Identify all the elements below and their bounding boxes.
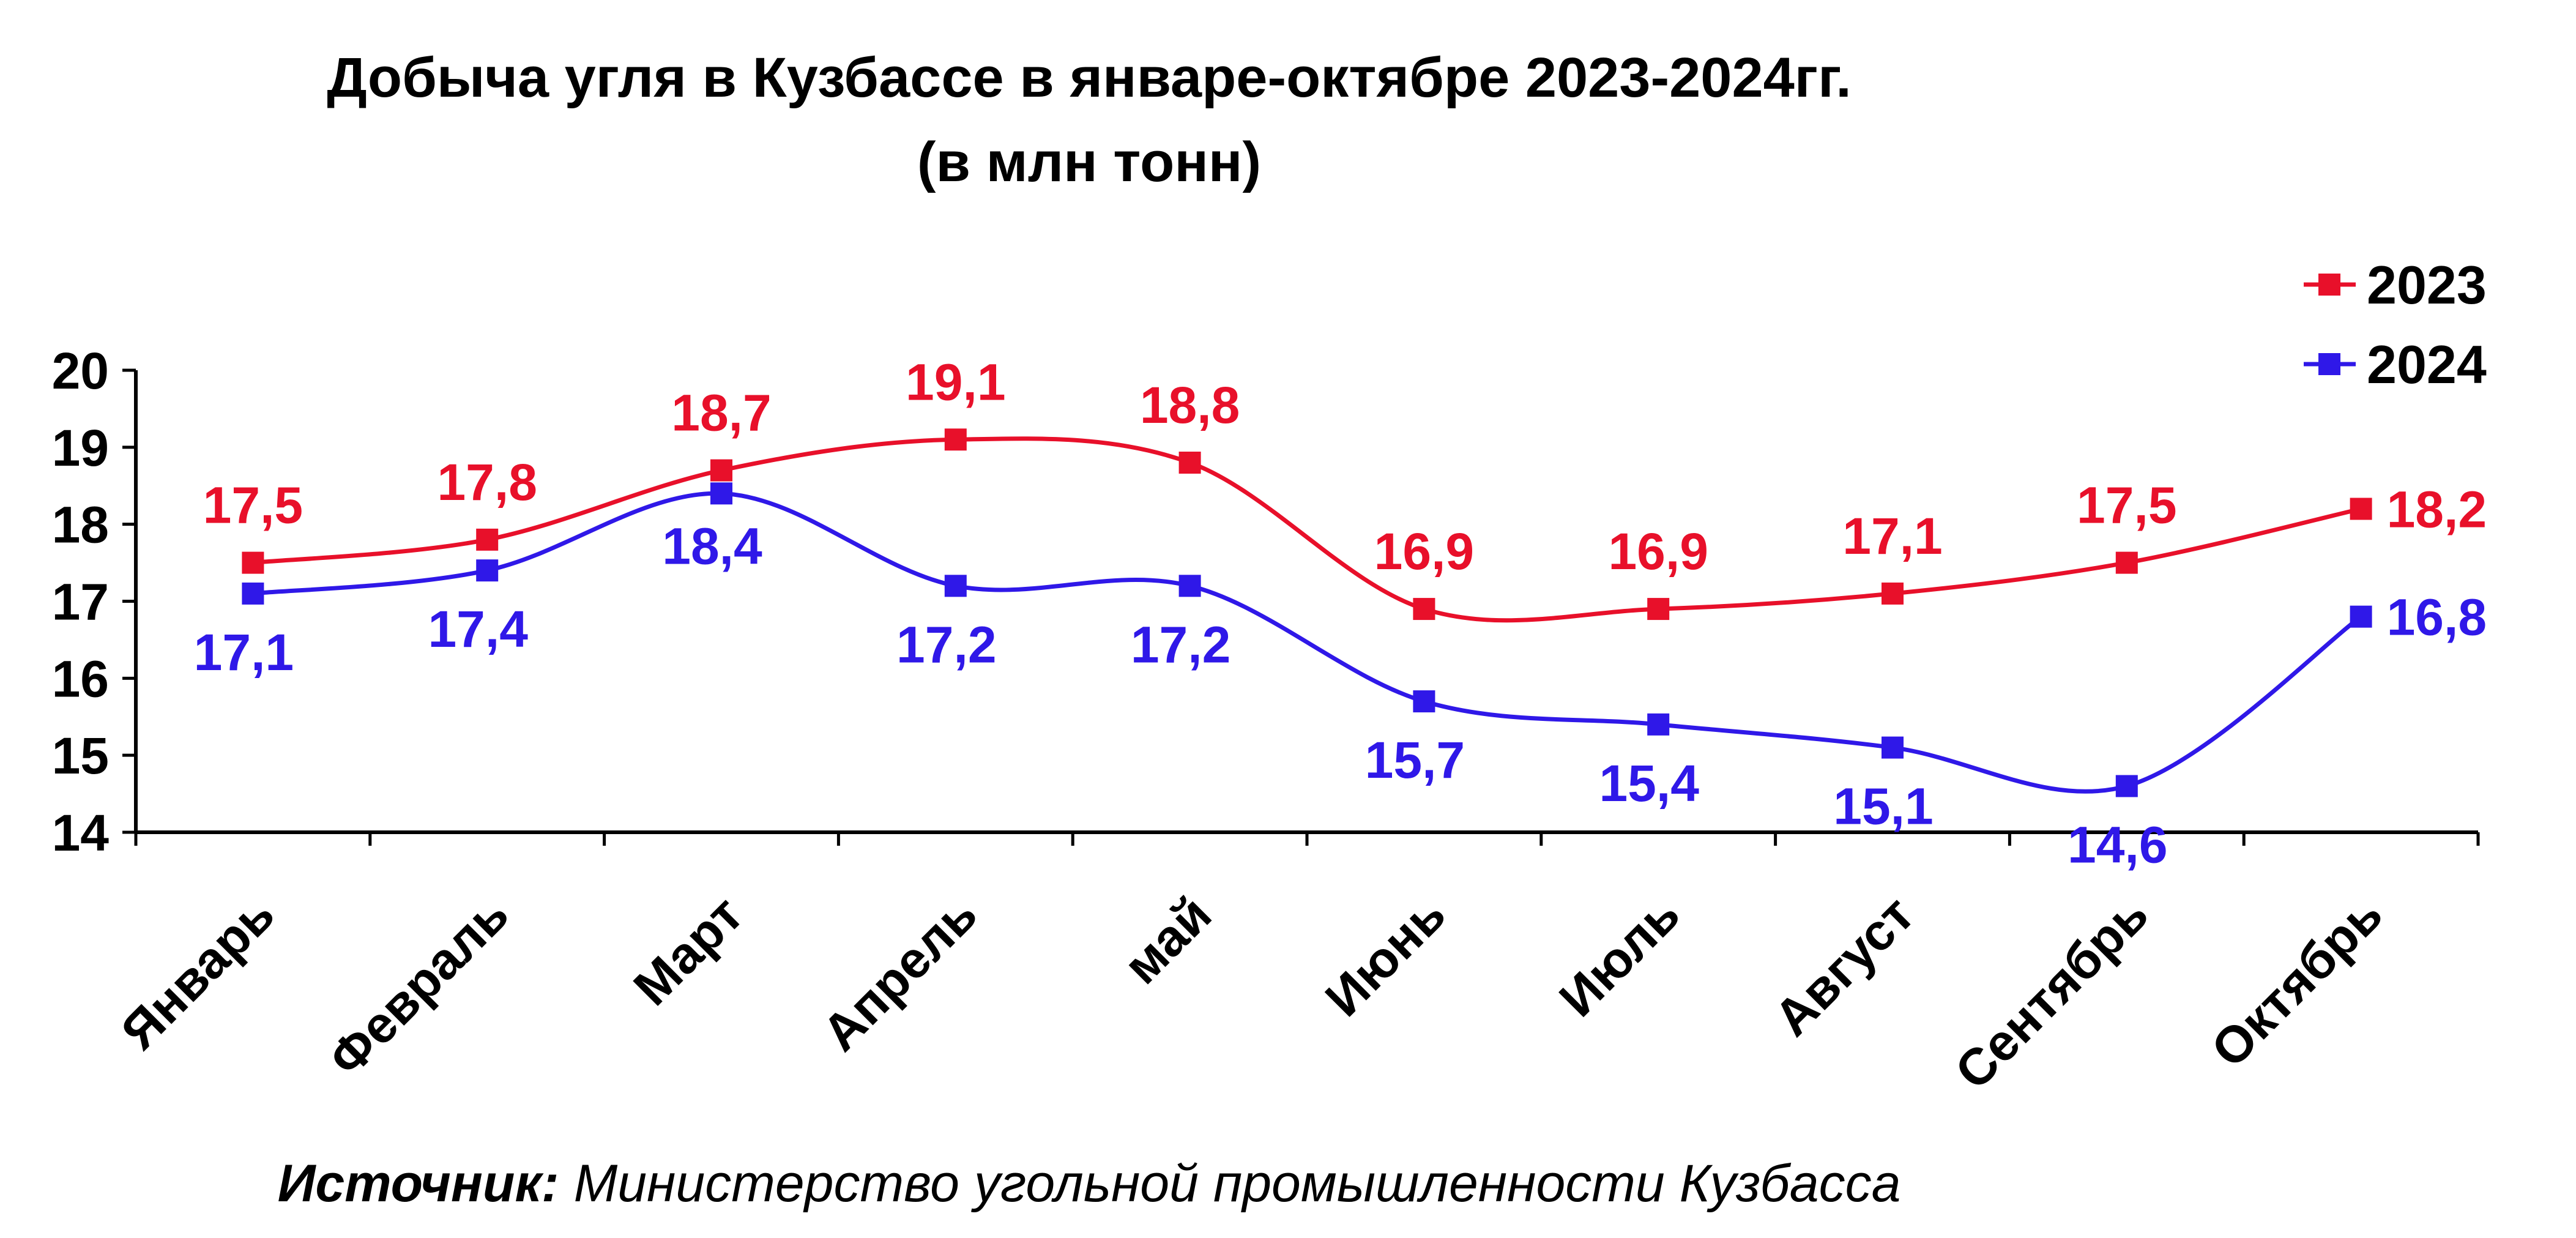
series-marker-2023 (710, 459, 732, 482)
data-label-2023: 17,8 (437, 453, 537, 511)
y-tick-label: 17 (52, 573, 109, 631)
data-label-2024: 17,2 (896, 616, 997, 673)
source-label: Источник: (277, 1154, 559, 1213)
series-marker-2024 (1413, 690, 1435, 713)
data-label-2024: 17,1 (194, 624, 294, 681)
data-label-2024: 14,6 (2068, 816, 2168, 874)
legend-label-2024: 2024 (2367, 334, 2487, 395)
data-label-2024: 18,4 (662, 517, 762, 575)
series-marker-2023 (1178, 452, 1201, 474)
data-label-2023: 17,1 (1842, 507, 1943, 565)
data-label-2024: 15,4 (1599, 755, 1699, 812)
series-lines (253, 436, 2362, 794)
series-marker-2023 (1882, 582, 1904, 605)
x-tick-label: Август (1763, 885, 1924, 1046)
series-marker-2024 (710, 482, 732, 505)
x-tick-label: Июль (1548, 885, 1691, 1027)
x-tick-label: Январь (110, 885, 286, 1061)
data-label-2024: 16,8 (2387, 589, 2487, 646)
data-label-2023: 17,5 (2077, 477, 2177, 534)
data-label-2024: 15,1 (1833, 778, 1934, 835)
series-line-2023 (253, 436, 2362, 623)
series-marker-2024 (476, 559, 499, 582)
x-tick-label: Февраль (318, 885, 519, 1087)
legend: 2023 2024 (2304, 255, 2487, 395)
data-label-2024: 15,7 (1365, 731, 1465, 789)
y-tick-label: 18 (52, 496, 109, 554)
series-marker-2023 (476, 528, 499, 551)
series-marker-2024 (1647, 713, 1670, 736)
data-labels: 17,5 17,8 18,7 19,1 18,8 16,9 16,9 17,1 17,5 18,2… (194, 353, 2487, 873)
legend-label-2023: 2023 (2367, 255, 2487, 315)
x-tick-label: Июнь (1314, 885, 1456, 1027)
y-tick-label: 20 (52, 342, 109, 400)
data-label-2023: 19,1 (906, 353, 1006, 411)
data-label-2023: 18,7 (671, 384, 772, 442)
series-line-2024 (253, 491, 2362, 794)
source-note: Источник: Министерство угольной промышле… (0, 1154, 2178, 1214)
series-marker-2023 (1647, 598, 1670, 621)
x-tick-label: май (1112, 885, 1222, 994)
data-label-2024: 17,2 (1131, 616, 1231, 673)
data-label-2023: 18,8 (1140, 376, 1240, 434)
legend-marker-2024 (2318, 353, 2340, 375)
series-marker-2023 (2350, 498, 2372, 520)
data-label-2023: 16,9 (1374, 523, 1475, 580)
series-marker-2024 (242, 582, 264, 605)
series-marker-2023 (242, 551, 264, 574)
series-markers (242, 428, 2372, 797)
chart-subtitle: (в млн тонн) (917, 131, 1262, 193)
x-tick-label: Апрель (811, 885, 988, 1062)
source-text: Министерство угольной промышленности Куз… (573, 1154, 1901, 1213)
legend-marker-2023 (2318, 274, 2340, 296)
data-label-2024: 17,4 (428, 600, 528, 658)
series-marker-2024 (944, 575, 967, 597)
y-tick-label: 14 (52, 804, 110, 862)
y-tick-label: 19 (52, 419, 109, 477)
x-tick-label: Октябрь (2200, 885, 2394, 1078)
series-marker-2023 (1413, 598, 1435, 621)
series-marker-2024 (2115, 775, 2138, 797)
series-marker-2023 (2115, 551, 2138, 574)
series-marker-2024 (2350, 605, 2372, 628)
data-label-2023: 17,5 (203, 477, 303, 534)
chart-axes: 14 15 16 17 18 19 20 Январь Февраль Март Апрель май… (52, 342, 2480, 1100)
chart-title-block: Добыча угля в Кузбассе в январе-октябре … (0, 35, 2178, 204)
y-tick-label: 15 (52, 727, 109, 785)
y-tick-label: 16 (52, 650, 109, 707)
x-tick-label: Март (622, 885, 753, 1016)
series-marker-2024 (1882, 736, 1904, 759)
data-label-2023: 18,2 (2387, 481, 2487, 539)
series-marker-2024 (1178, 575, 1201, 597)
series-marker-2023 (944, 428, 967, 451)
data-label-2023: 16,9 (1608, 523, 1708, 580)
chart-title: Добыча угля в Кузбассе в январе-октябре … (327, 47, 1852, 109)
x-tick-label: Сентябрь (1944, 885, 2159, 1100)
